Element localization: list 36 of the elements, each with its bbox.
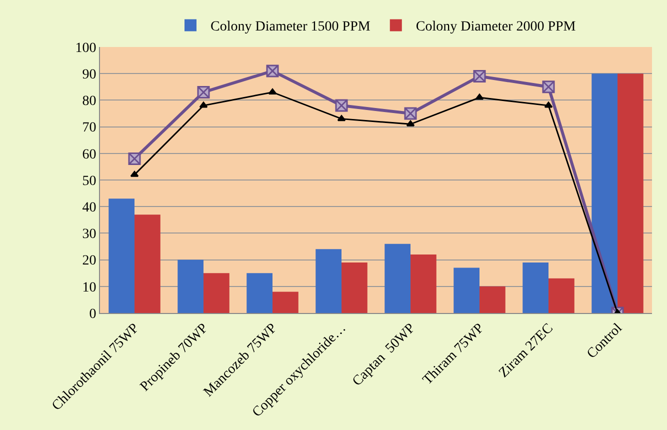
y-tick-label: 30 [82, 227, 96, 242]
bar [272, 292, 298, 313]
legend-label: Colony Diameter 1500 PPM [210, 20, 371, 35]
bar [548, 278, 574, 313]
y-tick-label: 50 [82, 174, 96, 189]
y-tick-label: 20 [82, 254, 96, 269]
bar [454, 268, 480, 313]
y-tick-label: 10 [82, 280, 96, 296]
bar [384, 244, 410, 313]
point [406, 120, 415, 126]
y-tick-label: 70 [82, 120, 96, 136]
bar [316, 249, 342, 313]
bar [480, 286, 506, 313]
point [337, 115, 346, 122]
y-tick-label: 40 [82, 200, 96, 216]
bar [246, 273, 272, 313]
point [475, 94, 484, 100]
bar [134, 214, 160, 313]
bar [592, 74, 618, 313]
y-tick-label: 80 [82, 94, 96, 110]
point [268, 88, 277, 94]
bar [618, 74, 644, 313]
y-tick-label: 100 [75, 40, 96, 56]
bar [178, 260, 204, 313]
legend-label: Colony Diameter 2000 PPM [416, 20, 576, 35]
bar [108, 198, 134, 313]
bar [342, 262, 368, 313]
bar [522, 262, 548, 313]
y-tick-label: 90 [82, 68, 96, 82]
point [199, 102, 208, 108]
point [130, 170, 139, 177]
y-tick-label: 60 [82, 147, 96, 162]
bar [410, 254, 436, 313]
point [544, 102, 553, 108]
bar [204, 273, 230, 313]
y-tick-label: 0 [89, 306, 96, 322]
